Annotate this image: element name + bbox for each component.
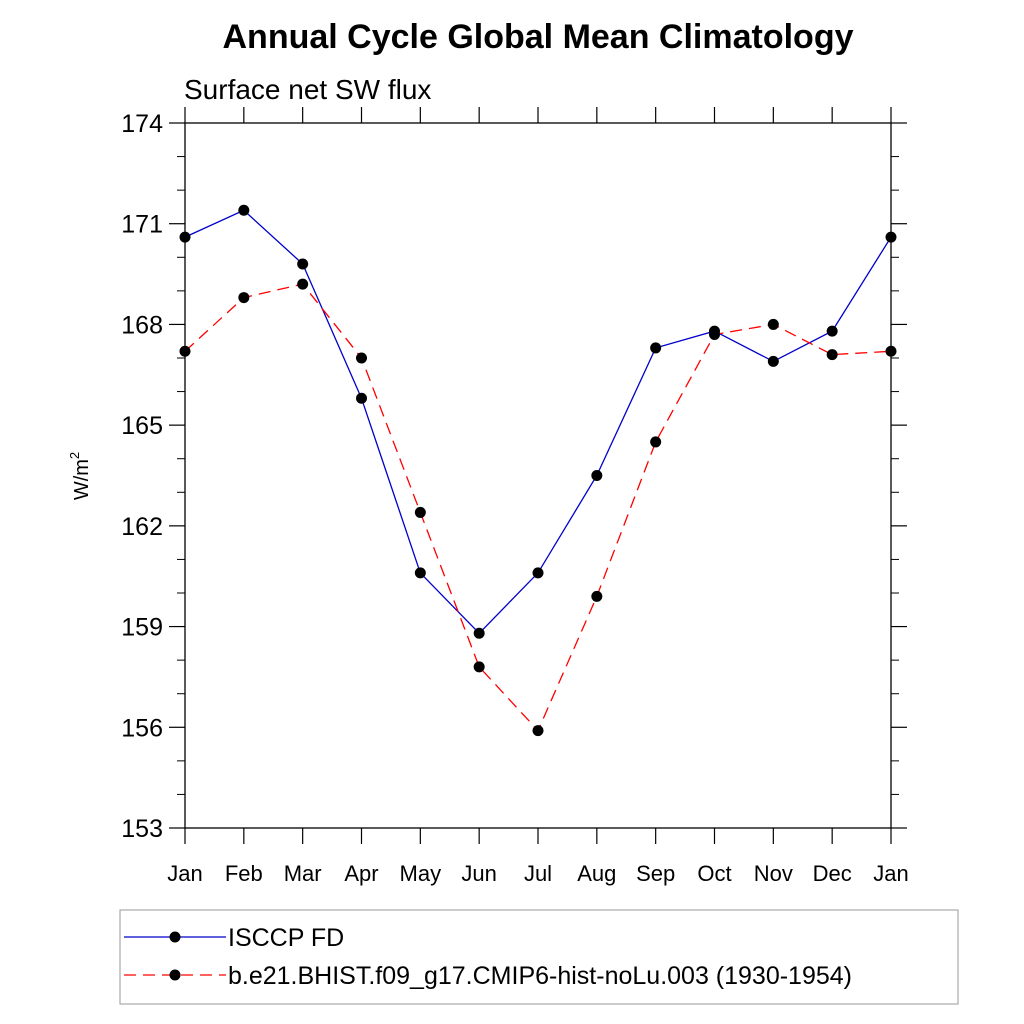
chart-subtitle: Surface net SW flux (184, 74, 431, 105)
legend: ISCCP FD b.e21.BHIST.f09_g17.CMIP6-hist-n… (119, 909, 959, 1005)
legend-label: b.e21.BHIST.f09_g17.CMIP6-hist-noLu.003 … (228, 962, 852, 990)
legend-box (119, 909, 959, 1005)
data-point (885, 345, 897, 357)
x-tick-label: Nov (754, 861, 793, 886)
y-tick-label: 174 (121, 110, 163, 138)
x-tick-label: Jan (873, 861, 908, 886)
x-tick-label: Jul (524, 861, 552, 886)
x-tick-label: Sep (636, 861, 675, 886)
x-tick-label: Aug (577, 861, 616, 886)
data-point (709, 329, 720, 340)
x-tick-label: Jun (461, 861, 496, 886)
data-point (650, 436, 662, 448)
data-point (297, 258, 309, 270)
y-axis-label: W/m2 (67, 452, 93, 500)
x-tick-label: Feb (225, 861, 263, 886)
y-tick-label: 165 (121, 412, 163, 440)
legend-label: ISCCP FD (228, 924, 344, 952)
y-tick-label: 156 (121, 714, 163, 742)
legend-marker (169, 969, 181, 981)
x-tick-label: Oct (697, 861, 731, 886)
series-layer (179, 204, 897, 737)
data-point (238, 204, 250, 216)
x-tick-label: Dec (813, 861, 852, 886)
data-point (297, 278, 309, 290)
legend-marker (169, 931, 181, 943)
y-tick-label: 153 (121, 815, 163, 843)
data-point (473, 661, 485, 673)
data-point (356, 392, 367, 404)
y-tick-label: 162 (121, 513, 163, 541)
series-1 (179, 278, 897, 737)
series-line (184, 283, 892, 732)
data-point (826, 349, 838, 361)
data-point (414, 567, 426, 579)
legend-items: ISCCP FD b.e21.BHIST.f09_g17.CMIP6-hist-n… (124, 924, 852, 990)
data-point (885, 231, 897, 243)
y-tick-label: 168 (121, 311, 163, 339)
y-tick-label: 171 (121, 211, 163, 239)
data-point (532, 567, 544, 579)
chart-title: Annual Cycle Global Mean Climatology (223, 18, 854, 56)
y-axis-label-superscript: 2 (67, 452, 82, 459)
data-point (356, 352, 367, 364)
x-tick-label: Mar (284, 861, 322, 886)
data-point (650, 342, 662, 354)
data-point (179, 345, 191, 357)
data-point (238, 292, 250, 304)
data-point (767, 355, 779, 367)
data-point (767, 318, 779, 330)
x-tick-label: May (400, 861, 442, 886)
data-point (532, 725, 544, 737)
x-tick-label: Jan (167, 861, 202, 886)
data-point (179, 231, 191, 243)
series-0 (179, 204, 897, 639)
data-point (826, 325, 838, 337)
y-axis-label-base: W/m (71, 459, 93, 500)
data-point (414, 506, 426, 518)
legend-item-0: ISCCP FD (124, 924, 344, 952)
data-point (591, 590, 603, 602)
x-tick-label: Apr (344, 861, 378, 886)
plot-axes: 153 156 159 162 165 168 171 174 Jan Feb Mar Apr May J… (121, 107, 909, 886)
y-tick-label: 159 (121, 614, 163, 642)
plot-frame (184, 122, 892, 829)
data-point (473, 627, 485, 639)
data-point (591, 470, 603, 481)
legend-item-1: b.e21.BHIST.f09_g17.CMIP6-hist-noLu.003 … (124, 962, 852, 990)
